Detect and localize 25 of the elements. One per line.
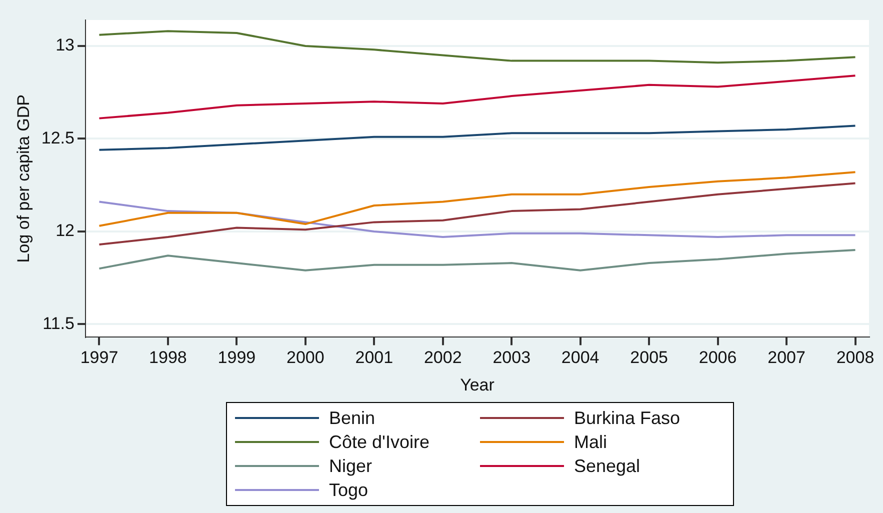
legend-label: Mali bbox=[574, 432, 608, 452]
legend-label: Benin bbox=[329, 408, 376, 428]
x-tick-label: 2001 bbox=[355, 348, 394, 368]
legend-label: Togo bbox=[329, 480, 368, 500]
x-tick-label: 2004 bbox=[561, 348, 600, 368]
legend-label: Niger bbox=[329, 456, 372, 476]
x-tick-label: 1999 bbox=[218, 348, 256, 368]
x-tick-label: 1997 bbox=[80, 348, 118, 368]
x-tick-label: 2007 bbox=[768, 348, 806, 368]
x-tick-label: 2002 bbox=[424, 348, 462, 368]
x-tick-label: 2008 bbox=[836, 348, 874, 368]
y-axis-title: Log of per capita GDP bbox=[14, 94, 33, 263]
x-tick-label: 2003 bbox=[492, 348, 531, 368]
legend-label: Côte d'Ivoire bbox=[329, 432, 430, 452]
y-tick-label: 13 bbox=[56, 36, 74, 55]
legend-label: Burkina Faso bbox=[574, 408, 680, 428]
x-tick-label: 2000 bbox=[286, 348, 324, 368]
x-tick-label: 2006 bbox=[698, 348, 737, 368]
x-tick-label: 1998 bbox=[149, 348, 187, 368]
y-tick-label: 12.5 bbox=[41, 128, 74, 148]
y-tick-label: 11.5 bbox=[42, 314, 74, 333]
y-tick-label: 12 bbox=[56, 221, 74, 240]
x-axis-title: Year bbox=[460, 375, 495, 394]
x-tick-label: 2005 bbox=[630, 348, 668, 368]
legend-label: Senegal bbox=[574, 456, 640, 476]
